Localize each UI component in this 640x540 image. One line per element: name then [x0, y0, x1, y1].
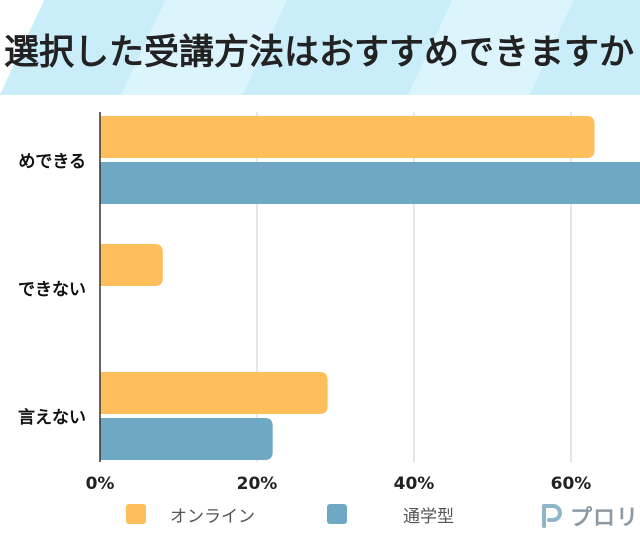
bar-online [100, 116, 595, 158]
legend-label-tsugaku: 通学型 [403, 507, 454, 527]
x-tick-label: 60% [551, 474, 592, 494]
x-tick-label: 0% [86, 474, 115, 494]
logo-text: プロリ [570, 506, 640, 531]
bar-tsugaku [100, 162, 640, 204]
chart-title: 選択した受講方法はおすすめできますか [4, 33, 635, 73]
legend-swatch-online [126, 504, 146, 524]
legend-swatch-tsugaku [327, 504, 347, 524]
title-banner: 選択した受講方法はおすすめできますか [0, 0, 640, 95]
y-category-label: できない [18, 280, 86, 300]
x-tick-label: 40% [394, 474, 435, 494]
y-category-label: 言えない [18, 407, 86, 428]
legend-label-online: オンライン [170, 507, 255, 527]
bar-tsugaku [100, 418, 273, 460]
bar-online [100, 244, 163, 286]
bar-online [100, 372, 328, 414]
y-category-label: めできる [18, 152, 86, 172]
x-tick-label: 20% [237, 474, 278, 494]
legend: オンライン 通学型 プロリ [0, 500, 640, 532]
p-logo-icon [542, 504, 562, 528]
